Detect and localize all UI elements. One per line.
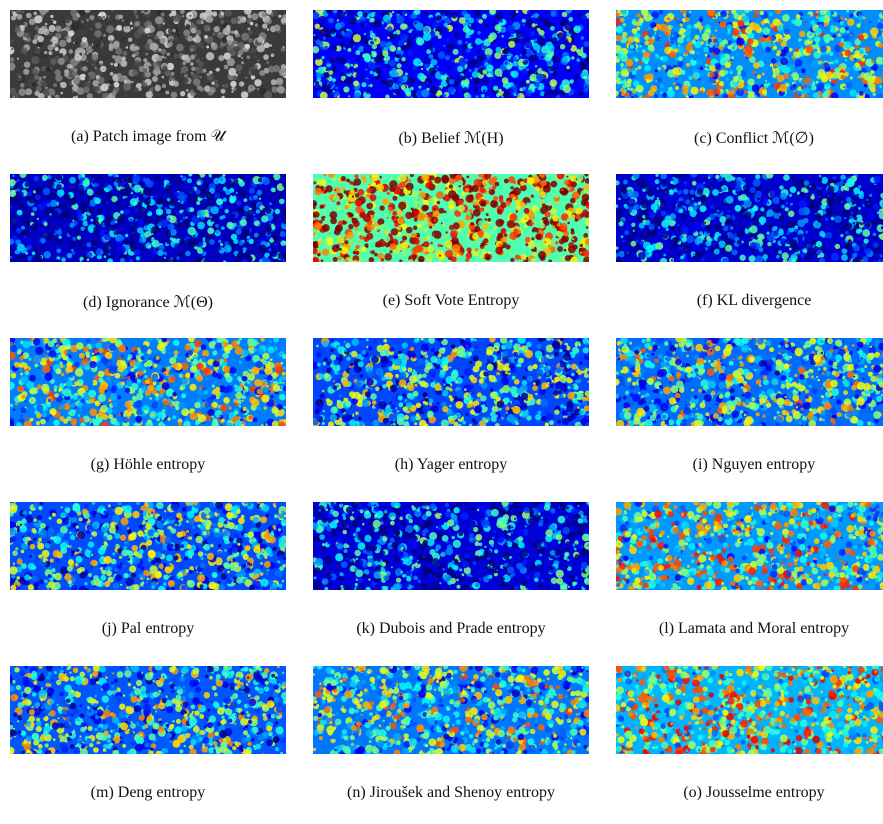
panel-k-caption: (k) Dubois and Prade entropy	[305, 620, 597, 638]
panel-f-image	[616, 174, 883, 262]
panel-d: (d) Ignorance ℳ(Θ)	[10, 170, 302, 332]
panel-a-caption: (a) Patch image from 𝒰	[2, 128, 294, 146]
panel-l-caption: (l) Lamata and Moral entropy	[608, 620, 883, 638]
panel-f: (f) KL divergence	[616, 170, 883, 332]
panel-o: (o) Jousselme entropy	[616, 662, 883, 824]
panel-i-caption: (i) Nguyen entropy	[608, 456, 883, 474]
panel-n: (n) Jiroušek and Shenoy entropy	[313, 662, 605, 824]
panel-g-image	[10, 338, 286, 426]
panel-j: (j) Pal entropy	[10, 498, 302, 660]
panel-d-image	[10, 174, 286, 262]
panel-l: (l) Lamata and Moral entropy	[616, 498, 883, 660]
panel-c: (c) Conflict ℳ(∅)	[616, 6, 883, 168]
panel-m-image	[10, 666, 286, 754]
panel-k: (k) Dubois and Prade entropy	[313, 498, 605, 660]
panel-f-caption: (f) KL divergence	[608, 292, 883, 310]
panel-g: (g) Höhle entropy	[10, 334, 302, 496]
panel-d-caption: (d) Ignorance ℳ(Θ)	[2, 292, 294, 312]
panel-a: (a) Patch image from 𝒰	[10, 6, 302, 168]
panel-k-image	[313, 502, 589, 590]
panel-n-caption: (n) Jiroušek and Shenoy entropy	[305, 784, 597, 802]
panel-a-image	[10, 10, 286, 98]
panel-h-image	[313, 338, 589, 426]
panel-m: (m) Deng entropy	[10, 662, 302, 824]
panel-g-caption: (g) Höhle entropy	[2, 456, 294, 474]
panel-b-image	[313, 10, 589, 98]
panel-e-caption: (e) Soft Vote Entropy	[305, 292, 597, 310]
panel-i-image	[616, 338, 883, 426]
panel-o-caption: (o) Jousselme entropy	[608, 784, 883, 802]
panel-i: (i) Nguyen entropy	[616, 334, 883, 496]
panel-h-caption: (h) Yager entropy	[305, 456, 597, 474]
panel-l-image	[616, 502, 883, 590]
panel-h: (h) Yager entropy	[313, 334, 605, 496]
panel-b-caption: (b) Belief ℳ(H)	[305, 128, 597, 148]
panel-c-caption: (c) Conflict ℳ(∅)	[608, 128, 883, 148]
panel-n-image	[313, 666, 589, 754]
panel-e-image	[313, 174, 589, 262]
panel-m-caption: (m) Deng entropy	[2, 784, 294, 802]
panel-j-caption: (j) Pal entropy	[2, 620, 294, 638]
panel-e: (e) Soft Vote Entropy	[313, 170, 605, 332]
panel-b: (b) Belief ℳ(H)	[313, 6, 605, 168]
panel-c-image	[616, 10, 883, 98]
panel-o-image	[616, 666, 883, 754]
panel-j-image	[10, 502, 286, 590]
